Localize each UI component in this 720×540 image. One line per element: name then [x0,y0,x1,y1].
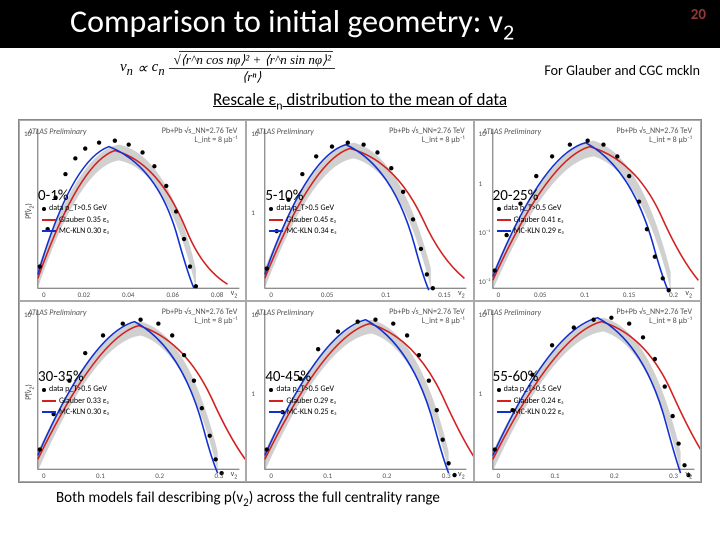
centrality-label: 0-1% [38,187,69,205]
chart-panel: ATLAS Preliminary Pb+Pb √s_NN=2.76 TeVL_i… [19,120,246,301]
title-main: Comparison to initial geometry: v [70,2,503,41]
centrality-label: 40-45% [265,368,311,386]
title-bar: Comparison to initial geometry: v2 20 [0,0,720,48]
legend: data p_T>0.5 GeVGlauber 0.35 ε₂MC-KLN 0.… [42,203,109,237]
pbpb-label: Pb+Pb √s_NN=2.76 TeVL_int = 8 μb⁻¹ [389,308,465,326]
pbpb-label: Pb+Pb √s_NN=2.76 TeVL_int = 8 μb⁻¹ [389,127,465,145]
atlas-label: ATLAS Preliminary [483,308,541,318]
atlas-label: ATLAS Preliminary [255,127,313,137]
x-ticks: 00.050.10.150.2 [497,290,678,299]
page-number: 20 [691,6,706,24]
rescale-caption: Rescale εn distribution to the mean of d… [0,89,720,113]
x-axis-label: v2 [685,288,692,300]
legend: data p_T>0.5 GeVGlauber 0.41 ε₂MC-KLN 0.… [497,203,564,237]
formula: vn ∝ cn ⟨r^n cos nφ⟩² + ⟨r^n sin nφ⟩² ⟨r… [120,52,335,85]
pbpb-label: Pb+Pb √s_NN=2.76 TeVL_int = 8 μb⁻¹ [162,308,238,326]
chart-panel: ATLAS Preliminary Pb+Pb √s_NN=2.76 TeVL_i… [246,120,473,301]
pbpb-label: Pb+Pb √s_NN=2.76 TeVL_int = 8 μb⁻¹ [162,127,238,145]
x-ticks: 00.10.20.3 [42,471,223,480]
pbpb-label: Pb+Pb √s_NN=2.76 TeVL_int = 8 μb⁻¹ [616,127,692,145]
conclusion-text: Both models fail describing p(v2) across… [56,489,720,509]
x-ticks: 00.020.040.060.08 [42,290,223,299]
x-axis-label: v2 [685,469,692,481]
x-axis-label: v2 [231,469,238,481]
centrality-label: 5-10% [265,187,303,205]
chart-panel: ATLAS Preliminary Pb+Pb √s_NN=2.76 TeVL_i… [474,120,701,301]
centrality-label: 20-25% [493,187,539,205]
y-ticks: 101 [24,129,31,286]
chart-panel: ATLAS Preliminary Pb+Pb √s_NN=2.76 TeVL_i… [474,301,701,482]
x-ticks: 00.10.20.3 [497,471,678,480]
y-ticks: 10110⁻¹10⁻² [479,129,491,286]
x-axis-label: v2 [458,288,465,300]
chart-panel: ATLAS Preliminary Pb+Pb √s_NN=2.76 TeVL_i… [19,301,246,482]
x-axis-label: v2 [458,469,465,481]
formula-row: vn ∝ cn ⟨r^n cos nφ⟩² + ⟨r^n sin nφ⟩² ⟨r… [0,48,720,87]
chart-grid: ATLAS Preliminary Pb+Pb √s_NN=2.76 TeVL_i… [18,119,702,483]
legend: data p_T>0.5 GeVGlauber 0.45 ε₂MC-KLN 0.… [269,203,336,237]
glauber-note: For Glauber and CGC mckln [544,62,700,79]
centrality-label: 30-35% [38,368,84,386]
legend: data p_T>0.5 GeVGlauber 0.24 ε₂MC-KLN 0.… [497,384,564,418]
centrality-label: 55-60% [493,368,539,386]
legend: data p_T>0.5 GeVGlauber 0.33 ε₂MC-KLN 0.… [42,384,109,418]
y-ticks: 101 [251,310,258,467]
chart-panel: ATLAS Preliminary Pb+Pb √s_NN=2.76 TeVL_i… [246,301,473,482]
legend: data p_T>0.5 GeVGlauber 0.29 ε₂MC-KLN 0.… [269,384,336,418]
atlas-label: ATLAS Preliminary [28,308,86,318]
pbpb-label: Pb+Pb √s_NN=2.76 TeVL_int = 8 μb⁻¹ [616,308,692,326]
y-ticks: 101 [251,129,258,286]
y-ticks: 101 [24,310,31,467]
atlas-label: ATLAS Preliminary [28,127,86,137]
x-ticks: 00.10.20.3 [269,471,450,480]
atlas-label: ATLAS Preliminary [255,308,313,318]
y-ticks: 101 [479,310,486,467]
atlas-label: ATLAS Preliminary [483,127,541,137]
x-axis-label: v2 [231,288,238,300]
x-ticks: 00.050.10.15 [269,290,450,299]
page-title: Comparison to initial geometry: v2 [70,2,514,45]
title-sub: 2 [503,19,514,46]
